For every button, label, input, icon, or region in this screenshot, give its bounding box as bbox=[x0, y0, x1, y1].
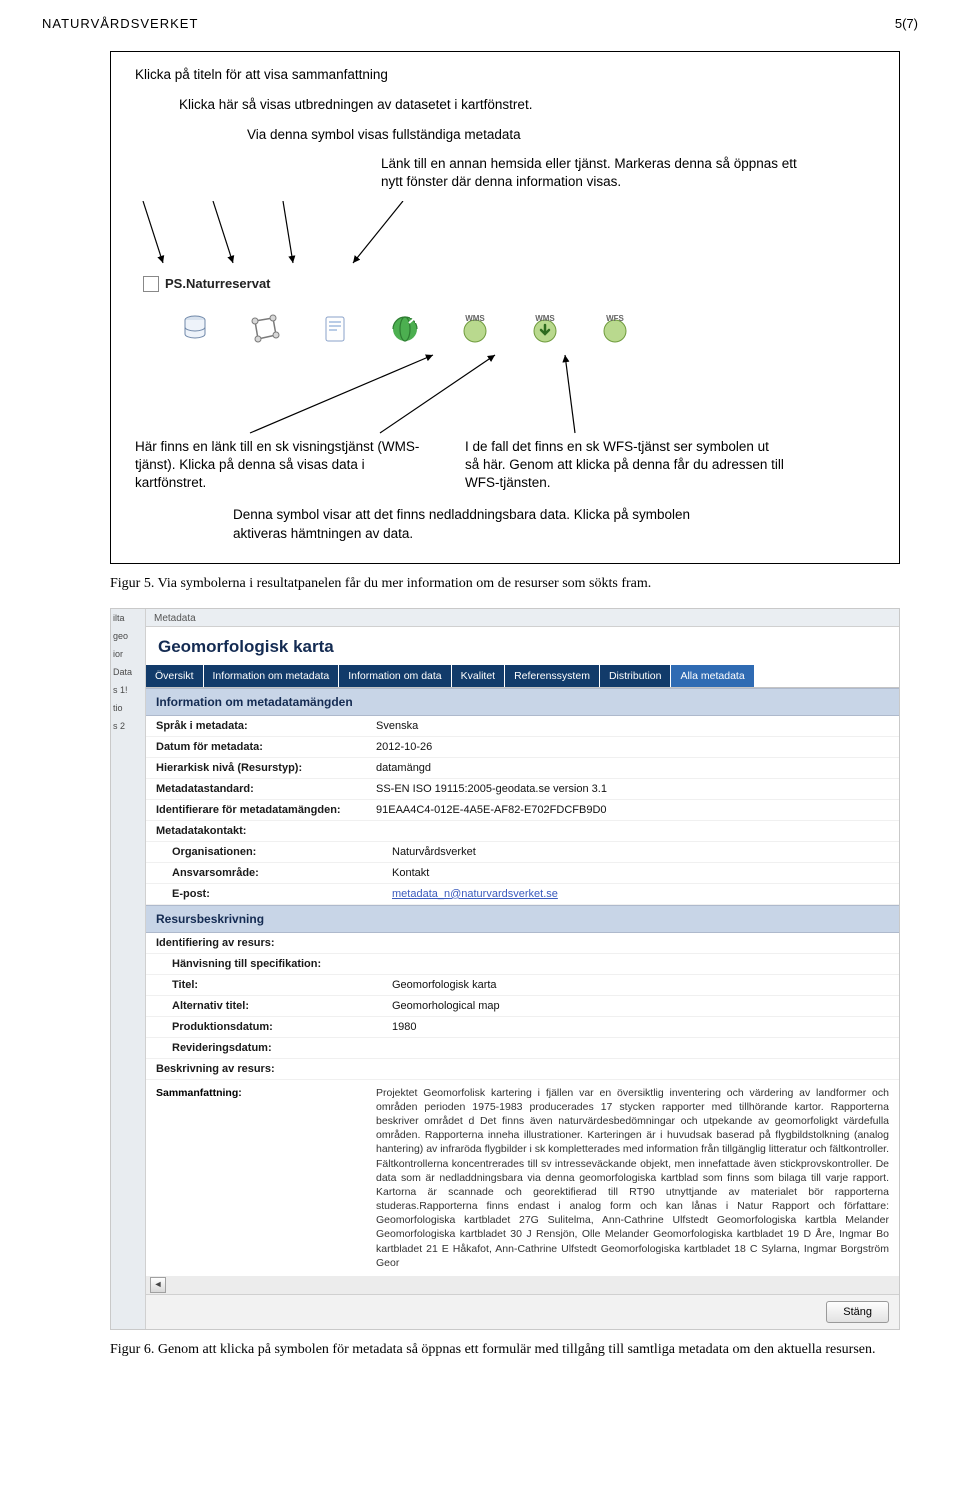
value-alt-title: Geomorhological map bbox=[392, 1000, 889, 1012]
label-standard: Metadatastandard: bbox=[156, 783, 376, 795]
metadata-document-icon[interactable] bbox=[317, 311, 353, 347]
metadata-title: Geomorfologisk karta bbox=[146, 627, 899, 665]
external-link-icon[interactable] bbox=[387, 311, 423, 347]
email-link[interactable]: metadata_n@naturvardsverket.se bbox=[392, 888, 558, 900]
value-date: 2012-10-26 bbox=[376, 741, 889, 753]
value-title: Geomorfologisk karta bbox=[392, 979, 889, 991]
svg-text:WMS: WMS bbox=[535, 314, 555, 323]
result-row[interactable]: PS.Naturreservat bbox=[135, 269, 875, 299]
document-header: NATURVÅRDSVERKET 5(7) bbox=[0, 0, 960, 35]
label-ident-resource: Identifiering av resurs: bbox=[156, 937, 376, 949]
section-resource-desc: Resursbeskrivning bbox=[146, 905, 899, 933]
label-language: Språk i metadata: bbox=[156, 720, 376, 732]
caption-extent-click: Klicka här så visas utbredningen av data… bbox=[179, 96, 875, 114]
tab-quality[interactable]: Kvalitet bbox=[452, 665, 505, 687]
metadata-panel: ilta geo ior Data s 1! tio s 2 Metadata … bbox=[110, 608, 900, 1330]
label-rev-date: Revideringsdatum: bbox=[156, 1042, 392, 1054]
label-email: E-post: bbox=[156, 888, 392, 900]
svg-text:WFS: WFS bbox=[606, 314, 624, 323]
label-hierarchy: Hierarkisk nivå (Resurstyp): bbox=[156, 762, 376, 774]
tab-refsys[interactable]: Referenssystem bbox=[505, 665, 600, 687]
top-arrows bbox=[135, 201, 875, 265]
close-button[interactable]: Stäng bbox=[826, 1301, 889, 1323]
strip-txt: ilta bbox=[113, 613, 143, 623]
strip-txt: s 2 bbox=[113, 721, 143, 731]
label-alt-title: Alternativ titel: bbox=[156, 1000, 392, 1012]
strip-txt: Data bbox=[113, 667, 143, 677]
value-prod-date: 1980 bbox=[392, 1021, 889, 1033]
annotated-figure-box: Klicka på titeln för att visa sammanfatt… bbox=[110, 51, 900, 564]
tab-all-metadata[interactable]: Alla metadata bbox=[671, 665, 754, 687]
org-name: NATURVÅRDSVERKET bbox=[42, 16, 198, 31]
tab-info-metadata[interactable]: Information om metadata bbox=[204, 665, 340, 687]
svg-text:WMS: WMS bbox=[465, 314, 485, 323]
value-language: Svenska bbox=[376, 720, 889, 732]
caption-download: Denna symbol visar att det finns nedladd… bbox=[233, 506, 693, 542]
wms-icon[interactable]: WMS bbox=[457, 311, 493, 347]
label-resource-desc: Beskrivning av resurs: bbox=[156, 1063, 376, 1075]
value-responsibility: Kontakt bbox=[392, 867, 889, 879]
value-identifier: 91EAA4C4-012E-4A5E-AF82-E702FDCFB9D0 bbox=[376, 804, 889, 816]
label-responsibility: Ansvarsområde: bbox=[156, 867, 392, 879]
caption-title-click: Klicka på titeln för att visa sammanfatt… bbox=[135, 66, 875, 84]
figure5-caption: Figur 5. Via symbolerna i resultatpanele… bbox=[110, 576, 900, 592]
tab-distribution[interactable]: Distribution bbox=[600, 665, 672, 687]
strip-txt: s 1! bbox=[113, 685, 143, 695]
scroll-left-icon[interactable]: ◄ bbox=[150, 1277, 166, 1293]
label-organisation: Organisationen: bbox=[156, 846, 392, 858]
caption-external-link: Länk till en annan hemsida eller tjänst.… bbox=[381, 155, 821, 191]
label-title: Titel: bbox=[156, 979, 392, 991]
left-sidebar-strip: ilta geo ior Data s 1! tio s 2 bbox=[111, 609, 146, 1329]
caption-wfs: I de fall det finns en sk WFS-tjänst ser… bbox=[465, 438, 785, 493]
value-standard: SS-EN ISO 19115:2005-geodata.se version … bbox=[376, 783, 889, 795]
icon-row: WMS WMS WFS bbox=[135, 311, 875, 347]
tab-info-data[interactable]: Information om data bbox=[339, 665, 451, 687]
label-date: Datum för metadata: bbox=[156, 741, 376, 753]
extent-icon[interactable] bbox=[247, 311, 283, 347]
horizontal-scrollbar[interactable]: ◄ bbox=[146, 1276, 899, 1294]
label-spec-ref: Hänvisning till specifikation: bbox=[156, 958, 392, 970]
value-organisation: Naturvårdsverket bbox=[392, 846, 889, 858]
caption-wms: Här finns en länk till en sk visningstjä… bbox=[135, 438, 435, 493]
section-metadata-info: Information om metadatamängden bbox=[146, 688, 899, 716]
result-title[interactable]: PS.Naturreservat bbox=[165, 275, 271, 293]
tab-overview[interactable]: Översikt bbox=[146, 665, 204, 687]
label-metadata-contact: Metadatakontakt: bbox=[156, 825, 376, 837]
strip-txt: tio bbox=[113, 703, 143, 713]
result-checkbox[interactable] bbox=[143, 276, 159, 292]
database-icon[interactable] bbox=[177, 311, 213, 347]
value-hierarchy: datamängd bbox=[376, 762, 889, 774]
label-identifier: Identifierare för metadatamängden: bbox=[156, 804, 376, 816]
figure6-caption: Figur 6. Genom att klicka på symbolen fö… bbox=[110, 1342, 900, 1358]
page-number: 5(7) bbox=[895, 16, 918, 31]
label-prod-date: Produktionsdatum: bbox=[156, 1021, 392, 1033]
caption-metadata-symbol: Via denna symbol visas fullständiga meta… bbox=[247, 126, 875, 144]
download-icon[interactable]: WMS bbox=[527, 311, 563, 347]
label-summary: Sammanfattning: bbox=[156, 1086, 376, 1100]
strip-txt: ior bbox=[113, 649, 143, 659]
bottom-arrows bbox=[135, 351, 875, 436]
panel-tab-label: Metadata bbox=[146, 609, 899, 627]
strip-txt: geo bbox=[113, 631, 143, 641]
value-summary: Projektet Geomorfolisk kartering i fjäll… bbox=[376, 1086, 889, 1270]
metadata-tabs: Översikt Information om metadata Informa… bbox=[146, 665, 899, 688]
wfs-icon[interactable]: WFS bbox=[597, 311, 633, 347]
